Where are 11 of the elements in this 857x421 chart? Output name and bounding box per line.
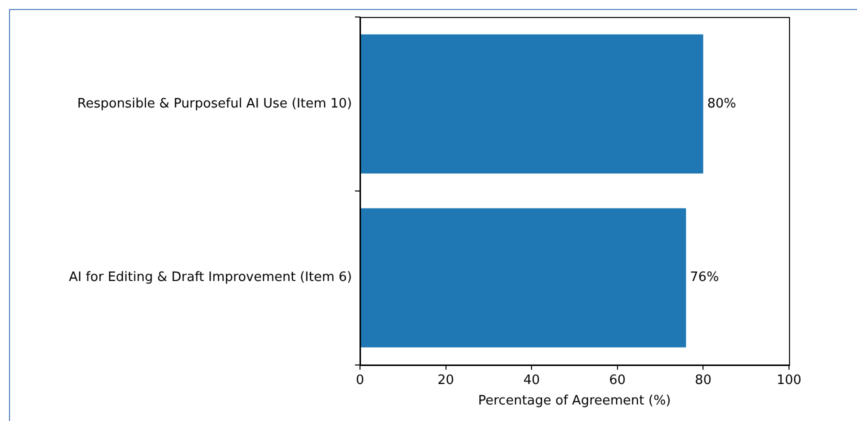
x-axis-title: Percentage of Agreement (%) — [478, 394, 671, 409]
data-label: 76% — [690, 270, 719, 286]
x-tick-label: 80 — [694, 372, 712, 388]
x-tick-label: 60 — [609, 372, 626, 388]
x-tick-label: 0 — [356, 372, 364, 388]
y-tick-label: Responsible & Purposeful AI Use (Item 10) — [77, 96, 352, 112]
y-tick-label: AI for Editing & Draft Improvement (Item 6) — [68, 270, 352, 286]
x-tick-label: 20 — [438, 372, 454, 388]
x-tick-label: 40 — [523, 372, 540, 388]
data-label: 80% — [707, 96, 736, 112]
x-tick-label: 100 — [776, 372, 802, 388]
